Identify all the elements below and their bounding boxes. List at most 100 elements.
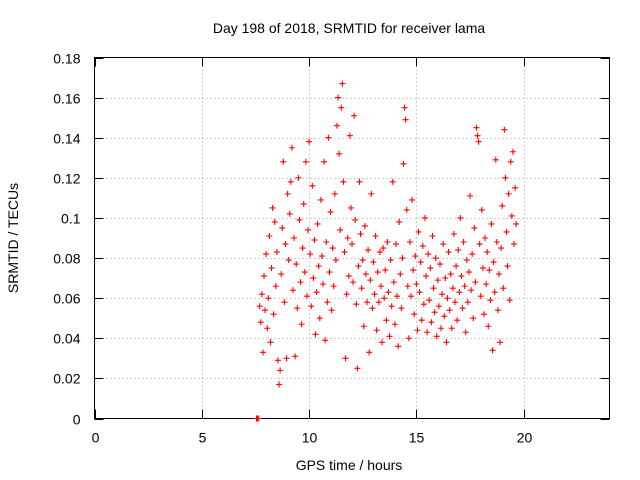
- data-point: [370, 259, 377, 266]
- data-point: [332, 257, 339, 264]
- data-point: [429, 232, 436, 239]
- data-point: [418, 317, 425, 324]
- data-point: [374, 269, 381, 276]
- data-point: [501, 126, 508, 133]
- data-point: [353, 301, 360, 308]
- data-point: [336, 150, 343, 157]
- data-point: [328, 307, 335, 314]
- data-point: [357, 230, 364, 237]
- data-point: [287, 178, 294, 185]
- data-point: [263, 251, 270, 258]
- data-point: [452, 299, 458, 306]
- data-point: [479, 265, 486, 272]
- data-point: [405, 335, 412, 342]
- data-point: [392, 241, 399, 248]
- data-point: [475, 138, 482, 145]
- data-point: [391, 321, 398, 328]
- data-point: [423, 273, 430, 280]
- data-point: [369, 305, 376, 312]
- data-point: [399, 255, 406, 262]
- x-tick-labels: 0 5 10 15 20: [92, 430, 533, 446]
- data-point: [324, 299, 331, 306]
- data-point: [338, 104, 345, 111]
- data-point: [464, 299, 471, 306]
- data-point: [375, 299, 382, 306]
- data-point: [431, 309, 438, 316]
- data-point: [494, 307, 501, 314]
- data-point: [424, 329, 431, 336]
- data-point: [269, 204, 276, 211]
- data-point: [461, 283, 468, 290]
- data-point: [341, 249, 348, 256]
- data-point: [397, 271, 404, 278]
- x-tick-label: 20: [517, 430, 533, 446]
- data-point: [411, 311, 418, 318]
- data-point: [285, 257, 292, 264]
- data-point: [508, 212, 515, 219]
- data-point: [358, 285, 365, 292]
- data-point: [257, 319, 264, 326]
- data-point: [467, 192, 474, 199]
- data-point: [265, 295, 272, 302]
- data-point: [280, 158, 287, 165]
- data-point: [421, 214, 428, 221]
- data-point: [438, 325, 445, 332]
- data-point: [468, 287, 475, 294]
- data-point: [351, 112, 358, 119]
- grid-lines: [94, 57, 610, 419]
- data-point: [484, 249, 491, 256]
- data-point: [296, 216, 303, 223]
- data-points: [253, 80, 520, 422]
- data-point: [433, 333, 440, 340]
- plot-frame: [94, 57, 610, 419]
- data-point: [410, 267, 417, 274]
- data-point: [376, 249, 383, 256]
- data-point: [443, 339, 450, 346]
- data-point: [416, 289, 423, 296]
- data-point: [404, 283, 411, 290]
- data-point: [400, 160, 407, 167]
- y-tick-labels: 0 0.02 0.04 0.06 0.08 0.1 0.12 0.14 0.16 0.18: [53, 51, 80, 428]
- data-point: [303, 293, 310, 300]
- data-point: [382, 267, 389, 274]
- data-point: [442, 275, 449, 282]
- data-point: [380, 245, 387, 252]
- data-point: [426, 297, 433, 304]
- data-point: [360, 323, 367, 330]
- data-point: [389, 178, 396, 185]
- data-point: [291, 235, 298, 241]
- data-point: [386, 333, 393, 340]
- data-point: [261, 273, 268, 280]
- data-point: [284, 190, 291, 197]
- data-point: [337, 226, 344, 233]
- data-point: [256, 303, 263, 310]
- x-tick-label: 15: [409, 430, 425, 446]
- y-tick-label: 0.02: [53, 371, 80, 387]
- data-point: [318, 253, 325, 260]
- data-point: [264, 325, 271, 332]
- data-point: [504, 263, 511, 270]
- data-point: [505, 190, 512, 197]
- data-point: [511, 241, 518, 248]
- data-point: [288, 144, 295, 151]
- data-point: [274, 357, 281, 364]
- data-point: [453, 263, 460, 270]
- data-point: [428, 319, 435, 326]
- data-point: [379, 339, 386, 346]
- data-point: [502, 174, 509, 181]
- data-point: [385, 289, 392, 296]
- data-point: [435, 303, 442, 310]
- data-point: [413, 281, 420, 288]
- data-point: [409, 196, 416, 203]
- data-point: [456, 289, 463, 296]
- data-point: [414, 327, 421, 334]
- data-point: [419, 243, 426, 250]
- data-point: [408, 293, 415, 300]
- data-point: [367, 277, 374, 284]
- data-point: [313, 289, 320, 296]
- data-point: [345, 273, 352, 280]
- data-point: [500, 285, 507, 292]
- data-point: [487, 297, 494, 304]
- data-point: [362, 271, 369, 278]
